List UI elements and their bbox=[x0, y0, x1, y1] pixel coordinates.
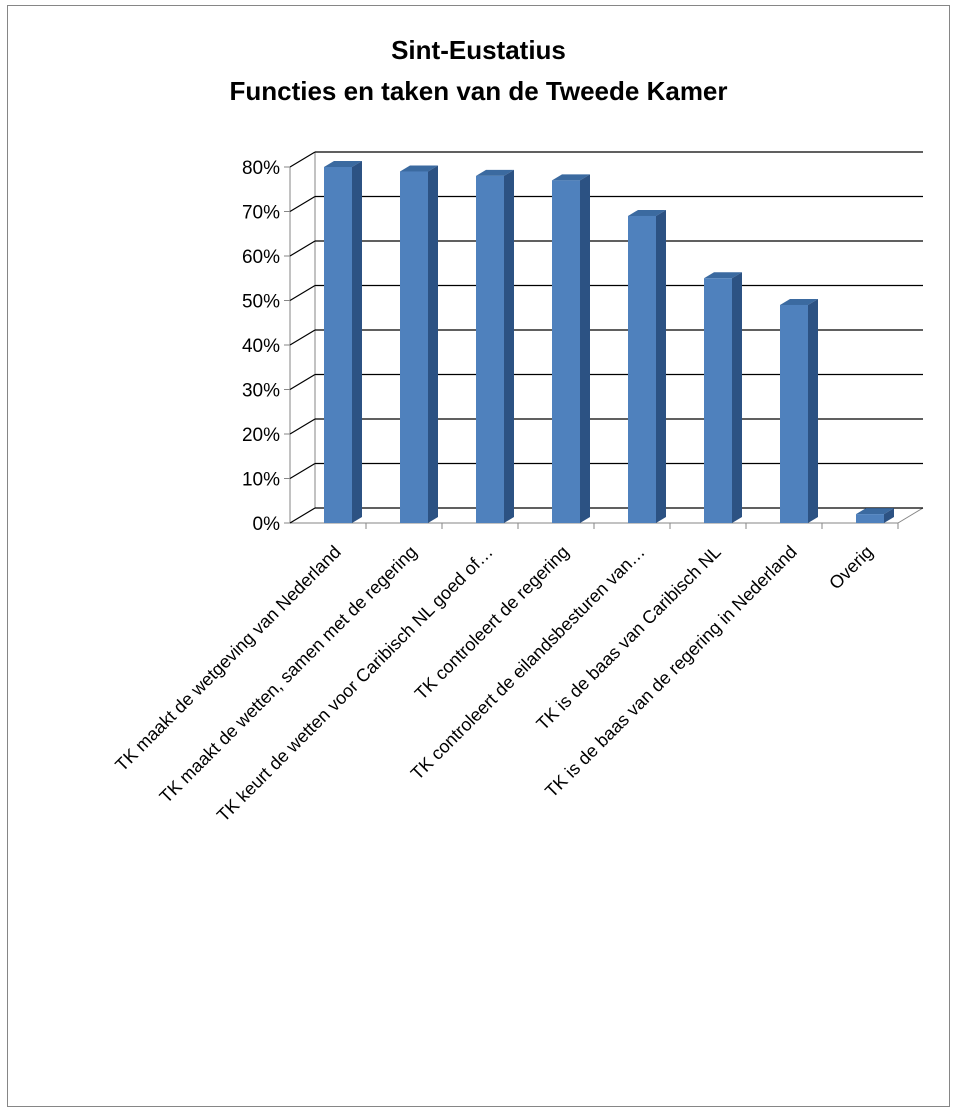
bar-side bbox=[884, 508, 894, 523]
bar bbox=[324, 161, 362, 523]
chart-walls bbox=[289, 152, 924, 524]
bar-side bbox=[808, 298, 818, 523]
bar bbox=[780, 298, 818, 523]
bar-side bbox=[504, 169, 514, 523]
bar-top bbox=[856, 508, 894, 515]
x-tick-label: TK keurt de wetten voor Caribisch NL goe… bbox=[213, 542, 497, 826]
bar-top bbox=[704, 272, 742, 279]
y-tick-label: 40% bbox=[242, 336, 280, 357]
x-tick-label: Overig bbox=[825, 542, 877, 594]
bar-side bbox=[428, 165, 438, 523]
y-tick-label: 10% bbox=[242, 470, 280, 491]
bar-front bbox=[324, 167, 352, 523]
chart-title: Sint-Eustatius bbox=[391, 35, 566, 65]
bar-top bbox=[628, 209, 666, 216]
bar-front bbox=[552, 180, 580, 523]
gridline-diagonal bbox=[289, 418, 316, 435]
bar bbox=[476, 169, 514, 523]
bar-side bbox=[732, 272, 742, 523]
y-tick-label: 20% bbox=[242, 425, 280, 446]
y-tick-label: 60% bbox=[242, 247, 280, 268]
bar-side bbox=[656, 209, 666, 523]
bar bbox=[704, 272, 742, 523]
y-tick-label: 80% bbox=[242, 158, 280, 179]
floor-right-edge bbox=[897, 507, 924, 524]
bar-front bbox=[856, 514, 884, 523]
gridline-diagonal bbox=[289, 373, 316, 391]
bar bbox=[856, 508, 894, 523]
bar-chart: 0% 10% 20% 30% 40% 50% 60% 70% 80% TK maakt de w… bbox=[111, 151, 924, 826]
y-tick-label: 50% bbox=[242, 292, 280, 313]
y-tick-label: 30% bbox=[242, 381, 280, 402]
x-tick-label: TK controleert de regering bbox=[411, 542, 573, 704]
gridlines bbox=[289, 151, 923, 524]
bar-side bbox=[352, 161, 362, 523]
gridline-diagonal bbox=[289, 240, 316, 257]
chart-subtitle: Functies en taken van de Tweede Kamer bbox=[229, 76, 728, 106]
bar-front bbox=[704, 278, 732, 523]
x-tick-label: TK maakt de wetten, samen met de regerin… bbox=[156, 542, 421, 807]
bar-front bbox=[476, 175, 504, 523]
bar-side bbox=[580, 174, 590, 523]
bar bbox=[400, 165, 438, 523]
y-tick-label: 0% bbox=[253, 514, 281, 535]
y-axis-ticks: 0% 10% 20% 30% 40% 50% 60% 70% 80% bbox=[242, 158, 290, 535]
bar-top bbox=[552, 174, 590, 181]
bars bbox=[324, 161, 894, 523]
bar bbox=[628, 209, 666, 523]
gridline-diagonal bbox=[289, 462, 316, 480]
bar-top bbox=[324, 161, 362, 167]
bar-front bbox=[400, 171, 428, 523]
bar bbox=[552, 174, 590, 523]
bar-top bbox=[400, 165, 438, 172]
bar-top bbox=[476, 169, 514, 176]
gridline-diagonal bbox=[289, 329, 316, 346]
gridline-diagonal bbox=[289, 151, 316, 168]
bar-front bbox=[628, 215, 656, 523]
gridline-diagonal bbox=[289, 284, 316, 302]
y-tick-label: 70% bbox=[242, 203, 280, 224]
gridline-diagonal bbox=[289, 195, 316, 213]
bar-front bbox=[780, 304, 808, 523]
bar-top bbox=[780, 298, 818, 305]
gridline-diagonal bbox=[289, 507, 316, 524]
